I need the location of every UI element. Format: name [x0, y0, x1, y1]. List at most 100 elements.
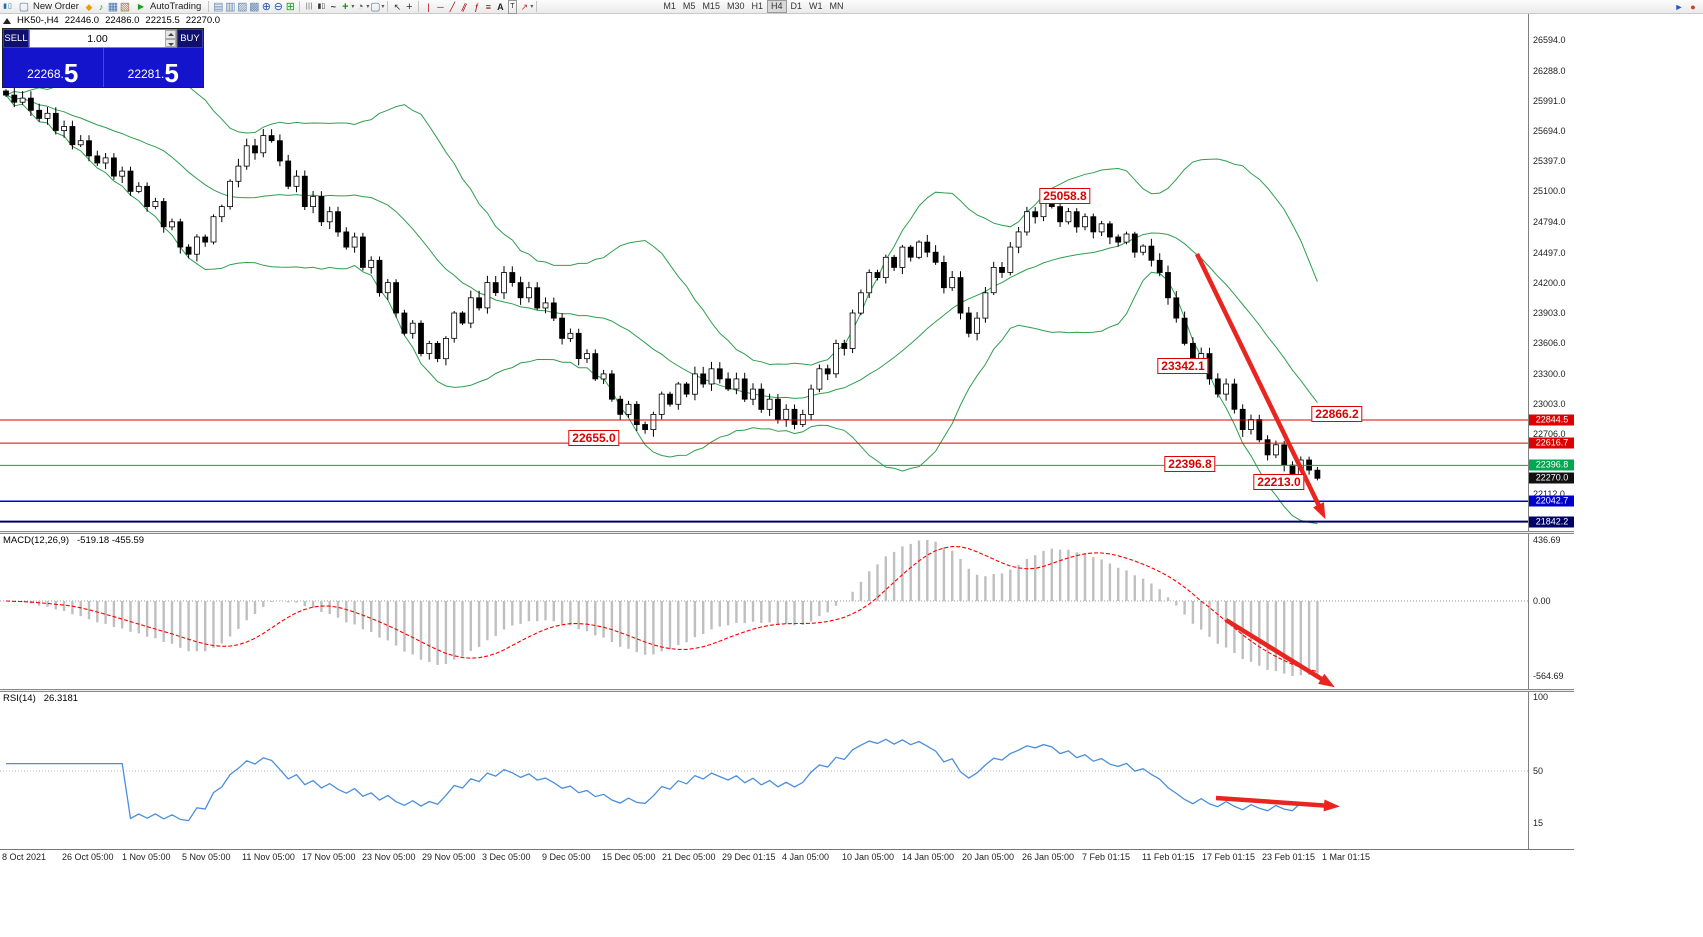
timeframe-m5[interactable]: M5: [682, 1, 696, 11]
price-tick: 24497.0: [1533, 247, 1566, 258]
main-chart-svg[interactable]: [0, 14, 1528, 531]
cursor-icon[interactable]: [391, 1, 403, 13]
text-icon[interactable]: [494, 1, 506, 13]
new-order-icon: [18, 1, 30, 13]
rsi-svg[interactable]: [0, 692, 1528, 849]
new-order-label: New Order: [33, 1, 79, 12]
levels-icon[interactable]: [482, 1, 494, 13]
pane-separator[interactable]: [0, 689, 1574, 692]
vertical-line-icon[interactable]: [422, 1, 434, 13]
horizontal-line-icon[interactable]: [434, 1, 446, 13]
price-tick: 23903.0: [1533, 307, 1566, 318]
timeframe-toolbar: M1 M5 M15 M30 H1 H4 D1 W1 MN: [660, 0, 846, 13]
timeframe-d1[interactable]: D1: [790, 1, 803, 11]
price-tick: 23300.0: [1533, 368, 1566, 379]
empty-area: [1574, 14, 1703, 864]
time-label: 21 Dec 05:00: [662, 852, 716, 862]
timeframe-m15[interactable]: M15: [702, 1, 720, 11]
timeframe-m1[interactable]: M1: [663, 1, 676, 11]
macd-pane[interactable]: 436.69 0.00 -564.69 MACD(12,26,9) -519.18 …: [0, 534, 1574, 689]
templates-dropdown-icon[interactable]: ▾: [381, 4, 385, 10]
market-watch-icon[interactable]: [224, 1, 236, 13]
time-label: 11 Nov 05:00: [242, 852, 295, 862]
scroll-forward-icon[interactable]: [1673, 1, 1685, 13]
timeframe-w1[interactable]: W1: [809, 1, 823, 11]
buy-price-button[interactable]: 22281. 5: [104, 48, 204, 87]
templates-icon[interactable]: [369, 1, 381, 13]
indicators-icon[interactable]: [339, 1, 351, 13]
navigator-icon[interactable]: [236, 1, 248, 13]
sell-button[interactable]: SELL: [3, 29, 29, 48]
time-label: 11 Feb 01:15: [1142, 852, 1195, 862]
zoom-in-icon[interactable]: [260, 1, 272, 13]
chart-icon[interactable]: [2, 1, 14, 13]
new-order-button[interactable]: New Order: [14, 0, 83, 13]
fibonacci-icon[interactable]: [470, 1, 482, 13]
arrows-icon[interactable]: [518, 1, 530, 13]
price-tick: 26288.0: [1533, 65, 1566, 76]
timeframe-h4[interactable]: H4: [766, 0, 787, 13]
main-chart-pane[interactable]: 25058.8 23342.1 22866.2 22655.0 22396.8 22213…: [0, 14, 1574, 531]
tile-windows-icon[interactable]: [284, 1, 296, 13]
channel-icon[interactable]: [458, 1, 470, 13]
rsi-axis[interactable]: 100 50 15: [1528, 692, 1574, 849]
price-tag: 22616.7: [1529, 437, 1574, 449]
price-tick: 25991.0: [1533, 96, 1566, 107]
periods-dropdown-icon[interactable]: ▾: [366, 4, 370, 10]
rsi-pane[interactable]: 100 50 15 RSI(14) 26.3181: [0, 692, 1574, 849]
arrows-dropdown-icon[interactable]: ▾: [530, 4, 534, 10]
record-icon[interactable]: [1687, 1, 1699, 13]
toolbar-separator: [418, 1, 420, 12]
volume-increase-button[interactable]: [165, 30, 176, 39]
crosshair-icon[interactable]: [403, 1, 415, 13]
macd-label: MACD(12,26,9) -519.18 -455.59: [3, 535, 144, 546]
rsi-tick: 100: [1533, 692, 1549, 702]
new-chart-icon[interactable]: [107, 1, 119, 13]
sounds-icon[interactable]: [95, 1, 107, 13]
time-label: 1 Mar 01:15: [1322, 852, 1371, 862]
buy-button[interactable]: BUY: [177, 29, 203, 48]
trend-arrow: [1323, 799, 1340, 812]
indicators-dropdown-icon[interactable]: ▾: [351, 4, 355, 10]
profiles-icon[interactable]: [119, 1, 131, 13]
pane-separator[interactable]: [0, 531, 1574, 534]
time-label: 9 Dec 05:00: [542, 852, 591, 862]
price-tick: 22706.0: [1533, 429, 1566, 440]
volume-input[interactable]: [30, 30, 165, 47]
chart-bars-icon[interactable]: [303, 1, 315, 13]
time-label: 7 Feb 01:15: [1082, 852, 1131, 862]
toolbar: New Order AutoTrading ▾ ▾ ▾ ▾ M1 M5 M15 M30…: [0, 0, 1703, 14]
rsi-value: 26.3181: [43, 693, 79, 704]
macd-axis[interactable]: 436.69 0.00 -564.69: [1528, 534, 1574, 689]
time-label: 17 Nov 05:00: [302, 852, 356, 862]
volume-decrease-button[interactable]: [165, 38, 176, 47]
chart-candles-icon[interactable]: [315, 1, 327, 13]
chart-line-icon[interactable]: [327, 1, 339, 13]
rsi-name: RSI(14): [3, 693, 36, 704]
rsi-tick: 50: [1533, 766, 1544, 776]
rsi-tick: 15: [1533, 817, 1544, 828]
time-label: 15 Dec 05:00: [602, 852, 656, 862]
timeframe-m30[interactable]: M30: [726, 1, 745, 11]
timeframe-h1[interactable]: H1: [751, 1, 763, 11]
price-axis[interactable]: 26594.0 26288.0 25991.0 25694.0 25397.0 25100…: [1528, 14, 1574, 531]
price-tag: 22042.7: [1529, 495, 1574, 507]
data-window-icon[interactable]: [212, 1, 224, 13]
trendline-icon[interactable]: [446, 1, 458, 13]
alerts-icon[interactable]: [83, 1, 95, 13]
label-icon[interactable]: [506, 1, 518, 13]
sell-price-button[interactable]: 22268. 5: [3, 48, 103, 87]
price-tag: 21842.2: [1529, 516, 1574, 528]
timeframe-mn[interactable]: MN: [829, 1, 844, 11]
periods-icon[interactable]: [354, 1, 366, 13]
price-tag: 22270.0: [1529, 472, 1574, 484]
terminal-icon[interactable]: [248, 1, 260, 13]
time-axis[interactable]: 8 Oct 2021 26 Oct 05:00 1 Nov 05:00 5 Nov 0…: [0, 849, 1574, 864]
toolbar-separator: [299, 1, 301, 12]
open-value: 22446.0: [64, 15, 100, 26]
price-tick: 23606.0: [1533, 337, 1566, 348]
toolbar-separator: [536, 1, 538, 12]
macd-svg[interactable]: [0, 534, 1528, 689]
autotrading-button[interactable]: AutoTrading: [131, 0, 205, 13]
zoom-out-icon[interactable]: [272, 1, 284, 13]
